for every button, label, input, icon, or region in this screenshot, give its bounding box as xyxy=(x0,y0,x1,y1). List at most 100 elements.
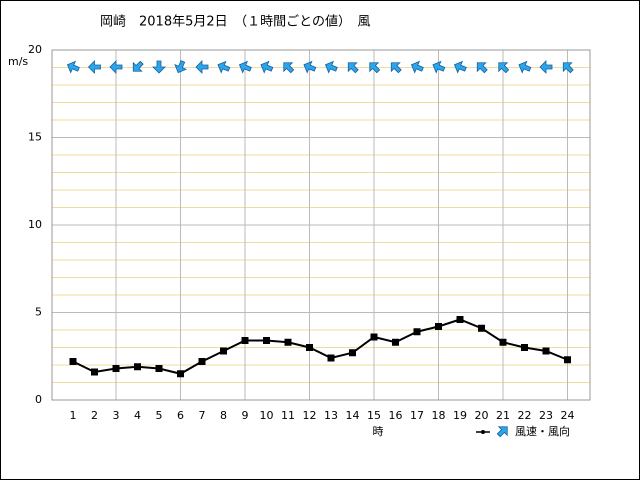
wind-arrow xyxy=(369,62,381,74)
y-tick-label: 0 xyxy=(35,393,42,406)
chart-title: 岡崎 2018年5月2日 （１時間ごとの値） 風 xyxy=(100,14,371,30)
data-point xyxy=(392,338,399,346)
x-tick-label: 7 xyxy=(199,409,206,422)
x-tick-label: 17 xyxy=(410,409,424,422)
data-point xyxy=(112,365,120,372)
data-point xyxy=(564,356,571,364)
wind-arrow xyxy=(109,60,123,74)
arrow-shape xyxy=(369,62,381,74)
data-point xyxy=(435,323,442,330)
data-point xyxy=(413,328,421,336)
wind-arrow xyxy=(66,60,80,74)
x-tick-label: 6 xyxy=(177,409,184,422)
wind-arrow xyxy=(562,62,574,74)
data-point xyxy=(327,354,335,362)
arrow-shape xyxy=(174,60,188,74)
x-tick-label: 24 xyxy=(561,409,575,422)
arrow-shape xyxy=(238,60,252,74)
wind-arrow xyxy=(174,60,188,74)
wind-arrow xyxy=(283,62,295,74)
y-tick-label: 5 xyxy=(35,306,42,319)
y-tick-label: 15 xyxy=(28,131,42,144)
data-point xyxy=(177,370,184,378)
data-point xyxy=(370,333,378,341)
wind-arrow xyxy=(238,60,252,74)
data-point xyxy=(542,347,550,355)
x-tick-label: 8 xyxy=(220,409,227,422)
arrow-shape xyxy=(410,60,424,74)
wind-arrow xyxy=(410,60,424,74)
arrow-shape xyxy=(498,62,510,74)
arrow-shape xyxy=(476,62,488,74)
x-tick-label: 19 xyxy=(453,409,467,422)
x-tick-label: 10 xyxy=(260,409,274,422)
x-tick-label: 16 xyxy=(389,409,403,422)
wind-arrow xyxy=(476,62,488,74)
wind-arrow xyxy=(496,426,508,438)
x-axis-label: 時 xyxy=(373,425,384,438)
arrow-shape xyxy=(132,60,144,72)
y-axis-label: m/s xyxy=(8,55,28,68)
arrow-shape xyxy=(87,60,101,74)
wind-arrow xyxy=(347,62,359,74)
data-point xyxy=(198,358,206,365)
wind-arrow xyxy=(132,60,144,72)
data-point xyxy=(263,337,270,344)
wind-arrow xyxy=(432,60,446,74)
wind-arrow xyxy=(260,60,274,74)
arrow-shape xyxy=(518,60,532,74)
data-line xyxy=(72,318,568,375)
data-point xyxy=(306,344,313,351)
wind-arrow xyxy=(453,60,467,74)
x-tick-label: 15 xyxy=(367,409,381,422)
data-point xyxy=(220,347,227,355)
data-point xyxy=(478,324,485,332)
x-tick-label: 5 xyxy=(156,409,163,422)
arrow-shape xyxy=(539,60,553,74)
wind-arrow xyxy=(152,60,166,74)
data-point xyxy=(521,344,528,351)
data-point xyxy=(134,363,141,371)
arrow-shape xyxy=(283,62,295,74)
wind-arrow xyxy=(87,60,101,74)
data-point xyxy=(284,338,292,346)
data-point xyxy=(91,368,98,376)
x-tick-label: 9 xyxy=(242,409,249,422)
arrow-shape xyxy=(324,60,338,74)
legend-dot xyxy=(481,430,485,434)
x-tick-label: 14 xyxy=(346,409,360,422)
arrow-shape xyxy=(217,60,231,74)
arrow-shape xyxy=(453,60,467,74)
arrow-shape xyxy=(496,426,508,438)
data-point xyxy=(456,316,464,323)
x-tick-label: 4 xyxy=(134,409,141,422)
y-tick-label: 20 xyxy=(28,43,42,56)
arrow-shape xyxy=(152,60,166,74)
arrow-shape xyxy=(562,62,574,74)
wind-arrow xyxy=(518,60,532,74)
wind-arrow xyxy=(217,60,231,74)
arrow-shape xyxy=(303,60,317,74)
x-tick-label: 12 xyxy=(303,409,317,422)
x-tick-label: 3 xyxy=(113,409,120,422)
x-tick-label: 22 xyxy=(518,409,532,422)
wind-arrow xyxy=(498,62,510,74)
data-point xyxy=(349,349,356,357)
x-tick-label: 13 xyxy=(324,409,338,422)
arrow-shape xyxy=(432,60,446,74)
x-tick-label: 21 xyxy=(496,409,510,422)
arrow-shape xyxy=(109,60,123,74)
arrow-shape xyxy=(260,60,274,74)
x-tick-label: 18 xyxy=(432,409,446,422)
arrow-shape xyxy=(66,60,80,74)
x-tick-label: 20 xyxy=(475,409,489,422)
plot-border xyxy=(51,49,591,401)
wind-arrow xyxy=(324,60,338,74)
wind-arrow xyxy=(195,60,209,74)
data-point xyxy=(241,337,249,344)
data-point xyxy=(499,338,507,346)
x-tick-label: 11 xyxy=(281,409,295,422)
wind-arrow xyxy=(539,60,553,74)
